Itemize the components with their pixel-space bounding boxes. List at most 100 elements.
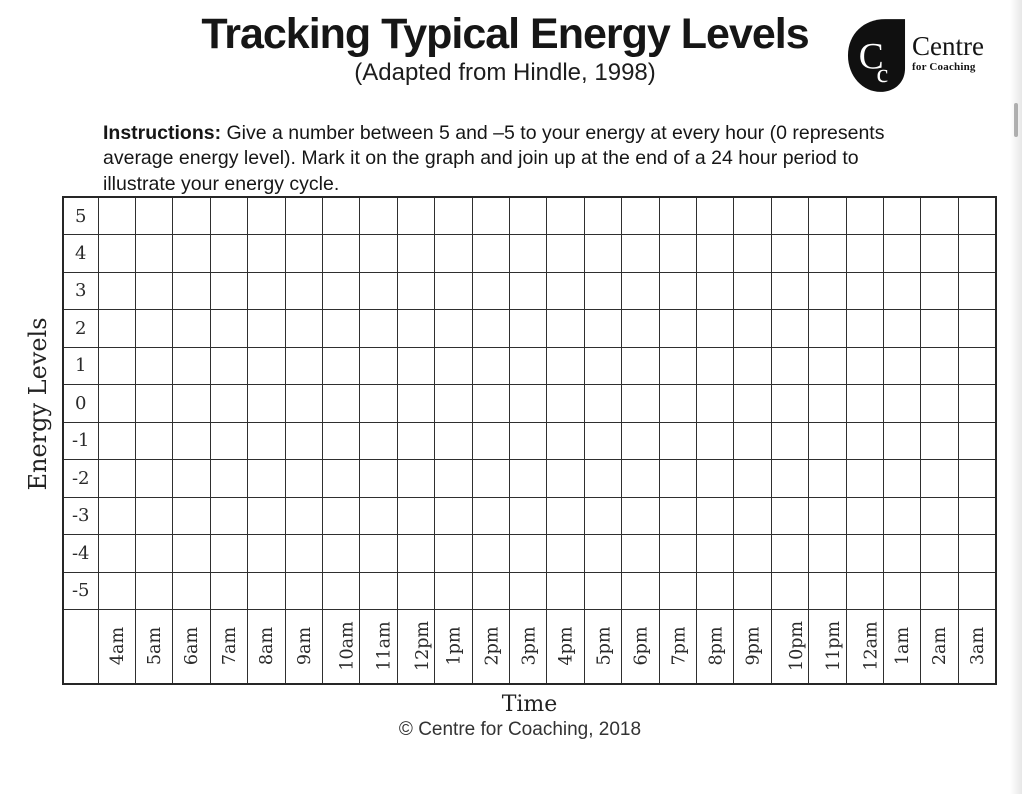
grid-cell [621,384,660,423]
grid-cell [733,571,772,610]
time-tick-label: 7pm [669,626,690,666]
grid-cell [471,384,510,423]
grid-cell [883,346,922,385]
grid-cell [508,571,548,610]
grid-cell [658,496,698,535]
grid-cell [621,459,660,498]
grid-cell [695,459,735,498]
energy-grid-table: 5 4 3 2 1 0 -1 -2 -3 -4 -5 4am 5am 6am 7am 8am 9am 10am 11… [62,196,997,685]
grid-cell [434,234,473,273]
grid-cell [770,421,810,460]
grid-cell [583,571,623,610]
time-tick-label: 8pm [706,626,727,666]
grid-cell [920,271,959,310]
time-tick-label: 7am [219,627,240,666]
grid-cell [209,271,249,310]
energy-level-tick: -1 [62,421,99,460]
grid-cell [396,459,436,498]
energy-level-tick: 5 [62,196,99,235]
grid-cell [396,534,436,573]
grid-cell [845,496,885,535]
grid-cell [546,271,585,310]
energy-level-tick: 2 [62,309,99,348]
grid-cell [209,496,249,535]
grid-cell [957,346,997,385]
grid-cell [134,346,174,385]
grid-cell [284,271,323,310]
time-tick-cell: 11am [359,609,398,684]
grid-cell [97,571,136,610]
grid-cell [621,271,660,310]
grid-cell [957,271,997,310]
time-tick-label: 1pm [444,626,465,666]
logo-monogram-large: C [859,36,884,77]
grid-cell [284,234,323,273]
grid-cell [508,534,548,573]
grid-row: -4 [62,534,997,573]
time-tick-cell: 3am [957,609,997,684]
grid-cell [808,496,847,535]
grid-cell [733,196,772,235]
grid-cell [920,534,959,573]
time-tick-cell: 4pm [546,609,585,684]
grid-cell [209,421,249,460]
grid-cell [471,496,510,535]
time-tick-cell: 2pm [471,609,510,684]
grid-cell [733,459,772,498]
time-tick-label: 10pm [786,621,807,672]
grid-cell [434,271,473,310]
time-tick-cell: 5am [134,609,174,684]
grid-row: -2 [62,459,997,498]
grid-cell [957,496,997,535]
time-tick-label: 12pm [412,621,433,672]
grid-cell [583,534,623,573]
grid-cell [658,271,698,310]
page-title: Tracking Typical Energy Levels [201,10,809,58]
grid-cell [284,309,323,348]
grid-row: 0 [62,384,997,423]
grid-row: 5 [62,196,997,235]
grid-cell [321,346,361,385]
grid-cell [247,421,286,460]
grid-cell [172,496,211,535]
grid-cell [695,271,735,310]
grid-cell [770,309,810,348]
grid-cell [172,271,211,310]
grid-cell [733,534,772,573]
grid-cell [546,459,585,498]
grid-cell [471,421,510,460]
grid-cell [134,196,174,235]
grid-cell [658,571,698,610]
grid-cell [770,384,810,423]
grid-row: 4 [62,234,997,273]
grid-cell [508,234,548,273]
grid-cell [396,234,436,273]
grid-cell [134,309,174,348]
grid-cell [695,234,735,273]
grid-cell [321,534,361,573]
scan-streak-artifact [1014,103,1018,137]
grid-cell [97,421,136,460]
corner-cell [62,609,99,684]
grid-cell [733,496,772,535]
grid-cell [957,534,997,573]
time-tick-cell: 3pm [508,609,548,684]
grid-cell [583,346,623,385]
grid-cell [658,459,698,498]
time-tick-label: 6am [182,627,203,666]
grid-cell [97,196,136,235]
grid-cell [695,384,735,423]
time-tick-cell: 11pm [808,609,847,684]
grid-row: 1 [62,346,997,385]
grid-cell [209,571,249,610]
time-tick-label: 10am [337,621,358,671]
grid-cell [321,421,361,460]
grid-cell [920,496,959,535]
grid-cell [845,196,885,235]
energy-level-tick: -4 [62,534,99,573]
grid-cell [471,309,510,348]
energy-level-tick: 3 [62,271,99,310]
time-tick-label: 6pm [631,626,652,666]
grid-cell [845,459,885,498]
grid-cell [957,571,997,610]
